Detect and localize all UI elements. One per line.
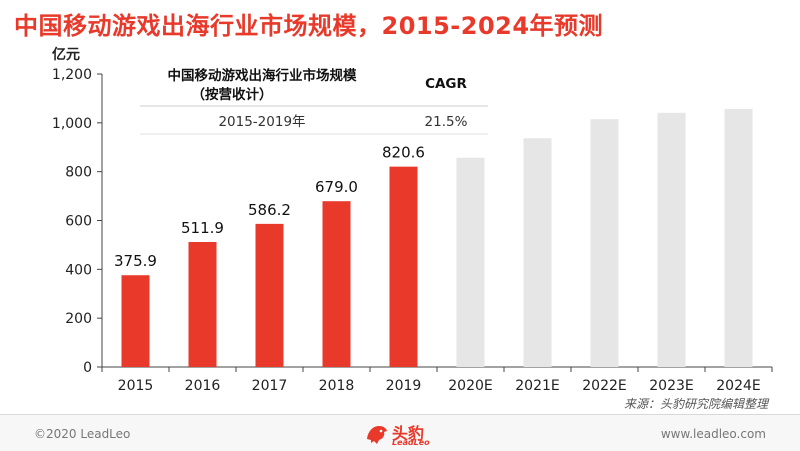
y-tick-label: 1,200 [52,67,92,83]
chart-bars [121,108,753,367]
website-link[interactable]: www.leadleo.com [660,427,766,441]
chart-axes: 0 200 400 600 800 1,000 1,200 2015 2016 2017 2018 2… [52,67,773,394]
leadleo-logo: 头豹 LeadLeo [364,419,438,449]
bar-data-label: 679.0 [315,178,358,196]
x-tick-label: 2022E [582,378,626,394]
y-axis-unit-label: 亿元 [52,47,80,63]
y-tick-label: 1,000 [52,116,92,132]
footer: ©2020 LeadLeo 头豹 LeadLeo www.leadleo.com [0,414,800,451]
source-note: 来源：头豹研究院编辑整理 [623,397,768,411]
copyright-text: ©2020 LeadLeo [34,427,131,441]
y-tick-label: 800 [65,165,92,181]
bar-data-label: 375.9 [114,252,157,270]
cagr-table: 中国移动游戏出海行业市场规模 （按营收计） CAGR 2015-2019年 21… [140,67,488,135]
bar-data-label: 511.9 [181,219,224,237]
x-tick-label: 2024E [716,378,760,394]
x-tick-label: 2023E [649,378,693,394]
page-title: 中国移动游戏出海行业市场规模，2015-2024年预测 [14,12,604,40]
x-tick-label: 2018 [319,378,355,394]
forecast-bar [456,157,485,367]
cagr-value: 21.5% [425,114,468,130]
y-tick-label: 600 [65,214,92,230]
x-tick-label: 2017 [252,378,288,394]
forecast-bar [590,119,619,367]
bar-data-label: 586.2 [248,201,291,219]
y-tick-label: 400 [65,262,92,278]
chart-data-labels: 375.9 511.9 586.2 679.0 820.6 [114,144,425,271]
logo-subtext: LeadLeo [392,438,430,447]
leopard-logo-icon [367,426,387,444]
x-tick-label: 2015 [118,378,154,394]
forecast-bar [724,108,753,367]
bar-data-label: 820.6 [382,144,425,162]
actual-bar [255,223,284,367]
actual-bar [188,242,217,367]
cagr-table-subheader: （按营收计） [192,86,273,103]
x-tick-label: 2019 [386,378,422,394]
forecast-bar [657,112,686,367]
actual-bar [389,166,418,367]
cagr-period: 2015-2019年 [218,114,305,130]
logo-text: 头豹 [392,424,425,443]
cagr-table-header: 中国移动游戏出海行业市场规模 [168,67,357,84]
actual-bar [322,201,351,367]
forecast-bar [523,138,552,367]
cagr-column-header: CAGR [425,76,467,92]
y-tick-label: 0 [83,360,92,376]
x-tick-label: 2020E [448,378,492,394]
y-tick-label: 200 [65,311,92,327]
actual-bar [121,275,150,367]
x-tick-label: 2016 [185,378,221,394]
x-tick-label: 2021E [515,378,559,394]
